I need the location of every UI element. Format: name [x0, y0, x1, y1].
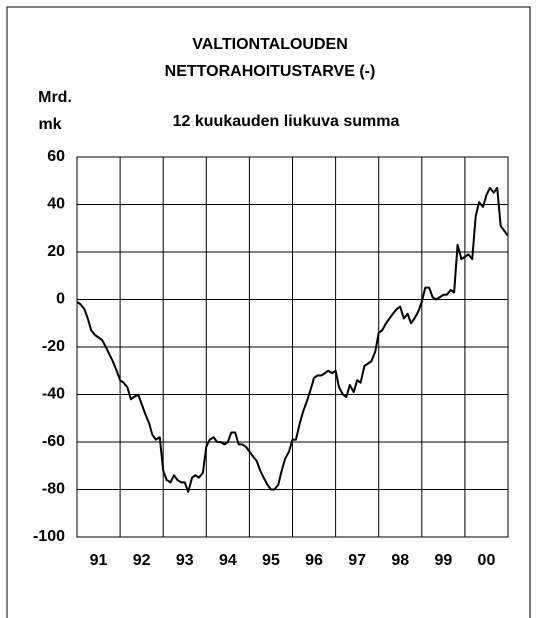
y-tick-label: -80 [42, 481, 65, 498]
y-tick-label: -100 [33, 528, 65, 545]
x-tick-label: 93 [176, 552, 194, 569]
chart-title: VALTIONTALOUDEN [192, 36, 348, 53]
x-tick-label: 97 [348, 552, 366, 569]
x-tick-label: 96 [305, 552, 323, 569]
y-tick-label: -60 [42, 433, 65, 450]
data-line [76, 186, 509, 493]
y-axis-label: mk [38, 116, 61, 133]
x-tick-label: 95 [262, 552, 280, 569]
y-tick-label: 40 [47, 196, 65, 213]
y-axis-label: Mrd. [38, 89, 72, 106]
x-tick-label: 00 [478, 552, 496, 569]
x-tick-label: 91 [90, 552, 108, 569]
y-tick-label: 60 [47, 148, 65, 165]
y-tick-label: 20 [47, 243, 65, 260]
y-tick-label: -40 [42, 386, 65, 403]
x-tick-label: 99 [434, 552, 452, 569]
x-tick-label: 98 [391, 552, 409, 569]
chart-subtitle: 12 kuukauden liukuva summa [173, 113, 400, 130]
frame [6, 6, 531, 618]
x-tick-label: 94 [219, 552, 237, 569]
y-tick-label: 0 [56, 291, 65, 308]
y-tick-label: -20 [42, 338, 65, 355]
chart-title: NETTORAHOITUSTARVE (-) [165, 63, 376, 80]
x-tick-label: 92 [133, 552, 151, 569]
